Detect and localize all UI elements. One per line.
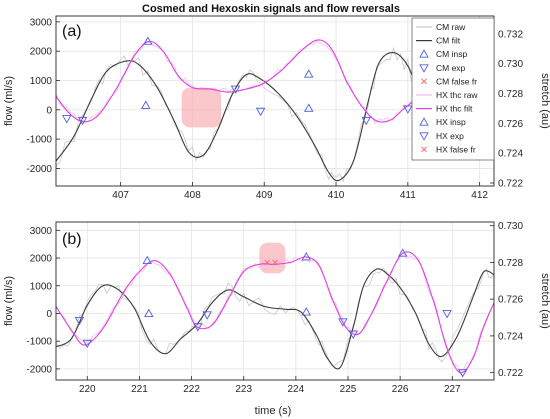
exp-marker bbox=[255, 107, 266, 117]
y2-tick-label: 0.722 bbox=[498, 179, 523, 190]
legend-swatch-insp bbox=[419, 117, 429, 126]
x-tick-label: 223 bbox=[235, 384, 252, 395]
x-tick-label: 410 bbox=[328, 190, 345, 201]
axes-frame bbox=[55, 221, 495, 381]
y2-tick-label: 0.724 bbox=[498, 149, 523, 160]
y-tick-label: 3000 bbox=[30, 226, 53, 237]
exp-marker bbox=[457, 369, 468, 378]
panel-label: (a) bbox=[62, 23, 82, 40]
legend-label: HX exp bbox=[436, 131, 464, 141]
insp-marker bbox=[303, 103, 314, 112]
x-tick-label: 224 bbox=[288, 384, 305, 395]
y2-tick-label: 0.728 bbox=[498, 89, 523, 100]
y-axis-label: flow (ml/s) bbox=[3, 76, 15, 126]
exp-marker bbox=[442, 310, 452, 319]
x-tick-label: 221 bbox=[131, 384, 148, 395]
insp-marker bbox=[301, 307, 312, 316]
insp-marker bbox=[142, 255, 153, 265]
y-tick-label: 3000 bbox=[30, 17, 53, 28]
x-axis-label: time (s) bbox=[255, 405, 292, 417]
false-reversal-highlight bbox=[259, 242, 286, 274]
y2-tick-label: 0.730 bbox=[498, 59, 523, 70]
insp-marker bbox=[144, 308, 154, 317]
exp-marker bbox=[77, 116, 88, 126]
legend-label: HX thc raw bbox=[436, 90, 478, 100]
x-tick-label: 222 bbox=[183, 384, 200, 395]
false-reversal-highlight bbox=[181, 87, 222, 128]
legend-swatch-insp bbox=[419, 49, 429, 58]
legend-label: CM insp bbox=[436, 49, 467, 59]
y2-tick-label: 0.722 bbox=[498, 368, 523, 379]
exp-marker bbox=[338, 318, 348, 327]
legend-label: CM false fr bbox=[436, 76, 477, 86]
plot-traces bbox=[56, 242, 494, 378]
legend-label: CM raw bbox=[436, 22, 466, 32]
exp-marker bbox=[82, 339, 93, 349]
y-tick-label: 1000 bbox=[30, 281, 53, 292]
y2-tick-label: 0.726 bbox=[498, 119, 523, 130]
exp-marker bbox=[61, 115, 72, 124]
exp-marker bbox=[74, 316, 85, 326]
false-fr-marker bbox=[272, 259, 278, 266]
x-tick-label: 407 bbox=[112, 190, 129, 201]
panel-b: 220 221 222 223 224 225 226 227 -2000 -1000 0 1000 2… bbox=[3, 221, 550, 395]
y-tick-label: -2000 bbox=[26, 164, 52, 175]
y2-axis-label: stretch (au) bbox=[539, 273, 550, 329]
legend-swatch-exp bbox=[419, 64, 429, 73]
chart-title: Cosmed and Hexoskin signals and flow rev… bbox=[142, 3, 400, 15]
y2-tick-label: 0.726 bbox=[498, 295, 523, 306]
insp-marker bbox=[143, 36, 153, 45]
legend-swatch-false-fr bbox=[421, 146, 427, 153]
exp-marker bbox=[361, 116, 371, 126]
legend-label: HX thc filt bbox=[436, 104, 473, 114]
y-tick-label: 2000 bbox=[30, 47, 53, 58]
y-axis-label: flow (ml/s) bbox=[3, 276, 15, 326]
legend-label: CM exp bbox=[436, 63, 466, 73]
exp-marker bbox=[202, 311, 212, 320]
x-tick-label: 225 bbox=[340, 384, 357, 395]
legend-label: HX false fr bbox=[436, 144, 476, 154]
insp-marker bbox=[301, 251, 312, 261]
x-tick-label: 227 bbox=[444, 384, 461, 395]
legend-label: HX insp bbox=[436, 117, 466, 127]
x-tick-label: 220 bbox=[79, 384, 96, 395]
legend-swatch-false-fr bbox=[421, 78, 427, 85]
x-tick-label: 411 bbox=[400, 190, 416, 201]
x-tick-label: 408 bbox=[184, 190, 201, 201]
y2-tick-label: 0.730 bbox=[498, 221, 523, 232]
exp-marker bbox=[193, 323, 203, 332]
legend-swatch-exp bbox=[419, 132, 429, 141]
exp-marker bbox=[348, 330, 358, 339]
insp-marker bbox=[397, 248, 408, 257]
panel-label: (b) bbox=[62, 231, 82, 248]
y-tick-label: -1000 bbox=[26, 135, 52, 146]
insp-marker bbox=[303, 69, 314, 78]
x-tick-label: 226 bbox=[392, 384, 409, 395]
x-tick-label: 412 bbox=[471, 190, 488, 201]
y-tick-label: -2000 bbox=[26, 364, 52, 375]
y2-axis-label: stretch (au) bbox=[539, 73, 550, 129]
x-tick-label: 409 bbox=[256, 190, 273, 201]
exp-marker bbox=[403, 105, 413, 114]
y2-tick-label: 0.732 bbox=[498, 29, 523, 40]
exp-marker bbox=[230, 85, 241, 94]
insp-marker bbox=[140, 100, 151, 109]
y-tick-label: 0 bbox=[46, 309, 52, 320]
legend-label: CM filt bbox=[436, 36, 461, 46]
cm-filt-line bbox=[56, 268, 494, 370]
y-tick-label: 2000 bbox=[30, 254, 53, 265]
legend: CM raw CM filt CM insp CM exp CM false fr HX … bbox=[411, 17, 495, 161]
hx-filt-line bbox=[56, 251, 494, 374]
y-tick-label: 0 bbox=[46, 105, 52, 116]
y-tick-label: 1000 bbox=[30, 76, 53, 87]
y2-tick-label: 0.728 bbox=[498, 258, 523, 269]
y2-tick-label: 0.724 bbox=[498, 331, 523, 342]
false-fr-marker bbox=[264, 259, 271, 266]
y-tick-label: -1000 bbox=[26, 337, 52, 348]
